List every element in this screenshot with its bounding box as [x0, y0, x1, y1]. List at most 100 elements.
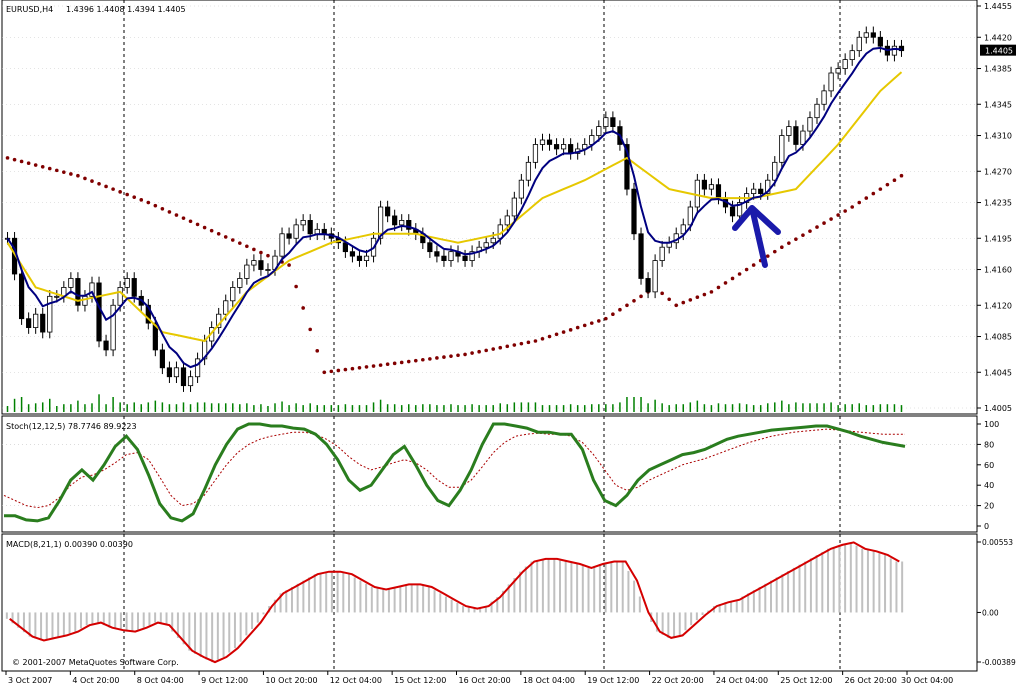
sar-dot [892, 178, 897, 182]
candle-body [342, 242, 348, 253]
macd-tick-label: 0.00553 [982, 538, 1013, 547]
candle-body [399, 219, 405, 226]
sar-dot [399, 360, 404, 365]
time-tick-label: 8 Oct 04:00 [137, 676, 184, 685]
candle-body [863, 32, 869, 38]
sar-dot [857, 200, 862, 205]
candle-body [539, 139, 546, 145]
candle-body [870, 32, 876, 38]
candle-body [18, 273, 25, 320]
sar-dot [843, 209, 847, 213]
sar-dot [822, 221, 826, 225]
sar-dot [421, 357, 425, 362]
candle-body [631, 188, 637, 235]
fast-moving-average [6, 46, 902, 369]
candle-body [75, 278, 81, 306]
sar-dot [681, 300, 686, 305]
sar-dot [329, 369, 334, 374]
candle-body [511, 197, 517, 217]
candle-body [518, 179, 524, 199]
sar-dot [33, 163, 38, 167]
sar-dot [604, 316, 608, 321]
candle-body [786, 126, 792, 136]
sar-dot [315, 349, 320, 353]
sar-dot [413, 358, 418, 363]
sar-dot [139, 198, 144, 202]
sar-dot [378, 363, 383, 367]
candle-body [821, 90, 827, 105]
sar-dot [533, 339, 538, 343]
sar-dot [428, 357, 432, 361]
candle-body [406, 219, 412, 230]
stoch-tick-label: 0 [984, 522, 989, 531]
sar-dot [238, 241, 242, 245]
sar-dot [167, 210, 172, 214]
time-tick-label: 3 Oct 2007 [8, 676, 52, 685]
sar-dot [456, 353, 460, 358]
day-separators [123, 0, 841, 671]
sar-dot [780, 245, 784, 249]
sar-dot [864, 196, 869, 200]
sar-dot [252, 247, 256, 252]
sar-dot [259, 250, 263, 255]
sar-dot [899, 173, 904, 178]
chart-ohlc-label: 1.4396 1.4408 1.4394 1.4405 [66, 5, 186, 14]
price-tick-label: 1.4345 [984, 100, 1012, 109]
sar-dot [153, 203, 158, 208]
sar-dot [287, 263, 291, 267]
stoch-tick-label: 40 [984, 481, 994, 490]
candle-body [779, 135, 785, 163]
sar-dot [350, 366, 355, 371]
price-tick-label: 1.4235 [984, 199, 1012, 208]
candle-body [814, 103, 820, 119]
sar-dot [19, 159, 24, 164]
candle-body [610, 117, 616, 127]
sar-dot [97, 181, 101, 186]
sar-dot [223, 235, 228, 239]
sar-dot [582, 323, 587, 328]
time-tick-label: 12 Oct 04:00 [330, 676, 382, 685]
candle-body [392, 215, 398, 226]
sar-dot [801, 233, 805, 237]
candle-body [82, 295, 88, 306]
sar-dot [547, 334, 552, 339]
candle-body [701, 179, 707, 190]
annotation-arrow [732, 205, 781, 268]
price-tick-label: 1.4385 [984, 65, 1012, 74]
sar-dot [385, 362, 390, 367]
sar-dot [660, 291, 664, 296]
time-tick-label: 4 Oct 20:00 [72, 676, 119, 685]
candle-body [708, 184, 715, 190]
candle-body [279, 233, 285, 257]
sar-dot [230, 238, 235, 242]
time-tick-label: 26 Oct 20:00 [845, 676, 897, 685]
sar-dot [216, 232, 221, 236]
sar-dot [406, 359, 411, 364]
sar-dot [160, 206, 165, 211]
candle-body [793, 126, 799, 145]
price-tick-label: 1.4160 [984, 266, 1012, 275]
candle-body [194, 358, 201, 378]
candle-body [434, 251, 440, 257]
candle-body [835, 68, 841, 74]
price-tick-label: 1.4120 [984, 301, 1012, 310]
sar-dot [442, 355, 446, 359]
candle-body [856, 36, 862, 52]
candle-body [427, 242, 433, 253]
sar-dot [104, 184, 108, 189]
candle-body [131, 278, 137, 297]
candle-body [525, 161, 532, 181]
sar-dot [470, 351, 474, 355]
candle-body [110, 304, 116, 351]
candle-body [159, 349, 165, 369]
stoch-tick-label: 100 [984, 420, 999, 429]
candle-body [772, 161, 778, 181]
sar-dot [195, 222, 200, 227]
candle-body [54, 295, 60, 298]
candle-body [765, 179, 771, 194]
sar-dot [519, 341, 524, 346]
time-axis: 3 Oct 2007 4 Oct 20:00 8 Oct 04:00 9 Oct 12… [5, 671, 953, 685]
sar-dot [484, 348, 488, 353]
candle-body [469, 251, 475, 262]
